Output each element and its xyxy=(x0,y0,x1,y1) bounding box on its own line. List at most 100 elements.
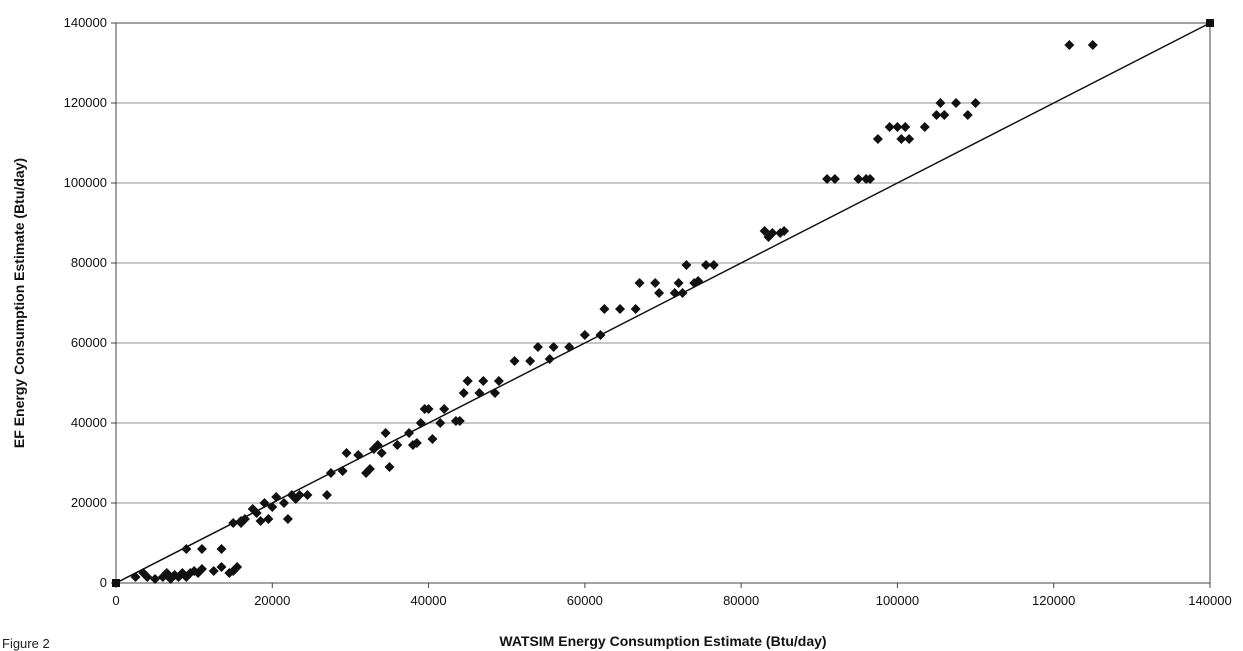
data-point xyxy=(865,174,876,184)
data-point xyxy=(251,508,262,518)
data-point xyxy=(208,566,219,576)
data-point xyxy=(654,288,665,298)
data-point xyxy=(216,562,227,572)
data-point xyxy=(474,388,485,398)
data-point xyxy=(650,278,661,288)
data-point xyxy=(700,260,711,270)
data-point xyxy=(325,468,336,478)
x-tick-label: 80000 xyxy=(723,593,759,608)
data-point xyxy=(919,122,930,132)
reference-line xyxy=(115,22,1211,584)
x-tick-label: 40000 xyxy=(410,593,446,608)
data-point xyxy=(282,514,293,524)
data-point xyxy=(380,428,391,438)
plot-area-frame xyxy=(115,22,1211,584)
y-tick-label: 100000 xyxy=(64,175,107,190)
data-point xyxy=(900,122,911,132)
data-point xyxy=(669,288,680,298)
data-point xyxy=(279,498,290,508)
y-tick-label: 20000 xyxy=(71,495,107,510)
data-point xyxy=(493,376,504,386)
x-tick-label: 20000 xyxy=(254,593,290,608)
data-point xyxy=(892,122,903,132)
y-tick-label: 0 xyxy=(100,575,107,590)
data-point xyxy=(829,174,840,184)
x-tick-label: 100000 xyxy=(876,593,919,608)
data-point xyxy=(693,276,704,286)
data-point xyxy=(454,416,465,426)
y-tick-label: 120000 xyxy=(64,95,107,110)
data-point xyxy=(321,490,332,500)
data-point xyxy=(302,490,313,500)
data-point xyxy=(267,502,278,512)
data-point xyxy=(884,122,895,132)
data-point xyxy=(673,278,684,288)
data-point xyxy=(353,450,364,460)
data-point xyxy=(216,544,227,554)
data-point xyxy=(935,98,946,108)
data-point xyxy=(404,428,415,438)
gridlines xyxy=(116,102,1210,504)
data-point xyxy=(896,134,907,144)
data-point xyxy=(634,278,645,288)
data-point xyxy=(439,404,450,414)
data-point xyxy=(372,440,383,450)
data-point xyxy=(196,564,207,574)
endpoint-marker xyxy=(112,579,120,587)
data-point xyxy=(962,110,973,120)
data-point xyxy=(489,388,500,398)
data-point xyxy=(525,356,536,366)
data-point xyxy=(415,418,426,428)
data-point xyxy=(931,110,942,120)
data-points xyxy=(130,40,1098,584)
data-point xyxy=(615,304,626,314)
data-point xyxy=(1087,40,1098,50)
data-point xyxy=(548,342,559,352)
data-point xyxy=(779,226,790,236)
data-point xyxy=(364,464,375,474)
x-axis-title: WATSIM Energy Consumption Estimate (Btu/… xyxy=(499,633,826,649)
data-point xyxy=(384,462,395,472)
data-point xyxy=(435,418,446,428)
data-point xyxy=(130,572,141,582)
data-point xyxy=(228,518,239,528)
data-point xyxy=(767,228,778,238)
data-point xyxy=(595,330,606,340)
data-point xyxy=(939,110,950,120)
data-point xyxy=(263,514,274,524)
data-point xyxy=(478,376,489,386)
x-tick-label: 0 xyxy=(112,593,119,608)
y-axis-ticks: 0 20000 40000 60000 80000 100000 120000 140000 xyxy=(64,15,116,590)
data-point xyxy=(392,440,403,450)
x-tick-label: 120000 xyxy=(1032,593,1075,608)
data-point xyxy=(532,342,543,352)
y-axis-title: EF Energy Consumption Estimate (Btu/day) xyxy=(11,158,27,448)
data-point xyxy=(337,466,348,476)
data-point xyxy=(630,304,641,314)
data-point xyxy=(458,388,469,398)
data-point xyxy=(181,544,192,554)
data-point xyxy=(341,448,352,458)
data-point xyxy=(579,330,590,340)
data-point xyxy=(411,438,422,448)
data-point xyxy=(509,356,520,366)
data-point xyxy=(271,492,282,502)
data-point xyxy=(599,304,610,314)
endpoint-markers xyxy=(112,19,1214,587)
endpoint-marker xyxy=(1206,19,1214,27)
data-point xyxy=(904,134,915,144)
data-point xyxy=(255,516,266,526)
y-tick-label: 40000 xyxy=(71,415,107,430)
data-point xyxy=(681,260,692,270)
data-point xyxy=(239,514,250,524)
data-point xyxy=(376,448,387,458)
x-axis-ticks: 0 20000 40000 60000 80000 100000 120000 140000 xyxy=(112,583,1232,608)
data-point xyxy=(872,134,883,144)
data-point xyxy=(232,562,243,572)
y-tick-label: 140000 xyxy=(64,15,107,30)
y-tick-label: 80000 xyxy=(71,255,107,270)
data-point xyxy=(951,98,962,108)
data-point xyxy=(564,342,575,352)
x-tick-label: 60000 xyxy=(567,593,603,608)
